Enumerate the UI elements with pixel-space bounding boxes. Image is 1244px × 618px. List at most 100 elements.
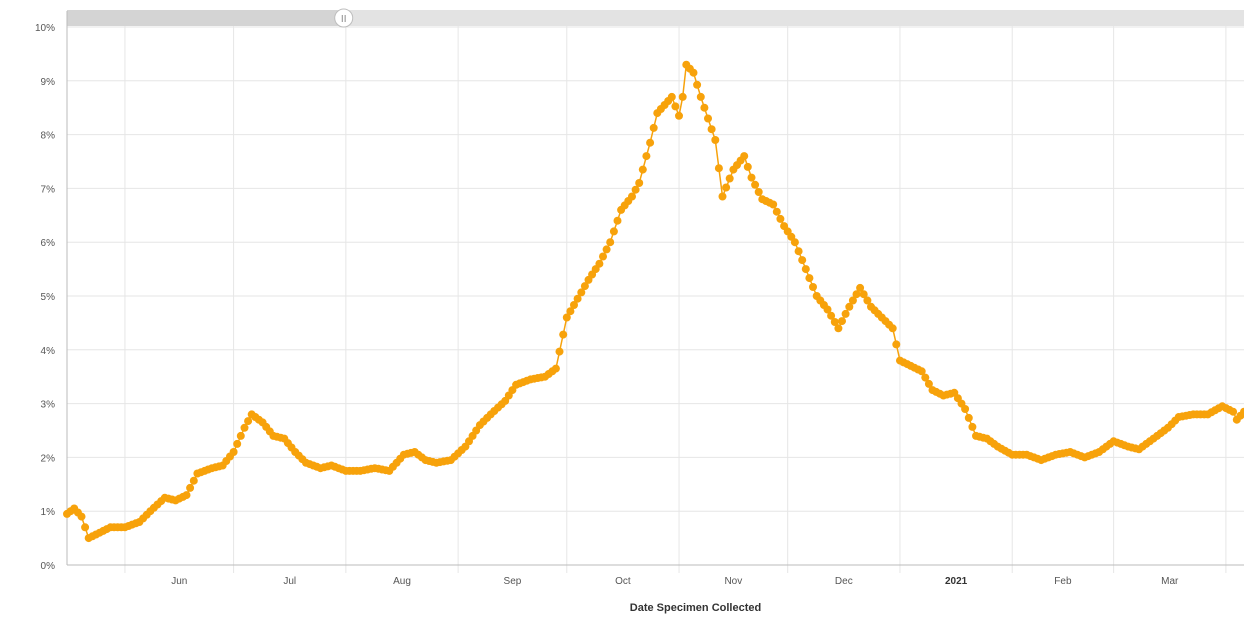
scrollbar-thumb[interactable] (67, 10, 338, 26)
data-point (772, 207, 781, 216)
data-point (859, 290, 868, 299)
data-point (751, 180, 760, 189)
data-point (551, 364, 560, 373)
data-point (240, 423, 249, 432)
data-point (769, 200, 778, 209)
y-tick-label: 4% (41, 346, 56, 357)
data-point (794, 247, 803, 256)
data-point (711, 136, 720, 144)
data-point (638, 165, 647, 174)
data-point (675, 111, 683, 120)
data-point (233, 439, 242, 448)
x-tick-label: Oct (615, 576, 631, 587)
data-point (81, 523, 90, 532)
data-point (961, 405, 970, 413)
data-point (968, 422, 977, 431)
series-line (66, 62, 1244, 540)
data-point (229, 448, 238, 456)
y-tick-label: 3% (41, 400, 56, 411)
data-point (595, 259, 604, 268)
data-point (892, 340, 901, 349)
data-point (838, 317, 846, 326)
data-point (570, 301, 578, 309)
data-point (841, 309, 850, 318)
x-tick-label: Jun (171, 576, 187, 587)
x-tick-label: Aug (393, 576, 411, 587)
data-point (667, 92, 676, 101)
series-positivity (63, 60, 1244, 543)
scrollbar-handle[interactable]: II (334, 8, 354, 28)
data-point (798, 256, 807, 265)
y-tick-label: 1% (41, 507, 56, 518)
data-point (689, 68, 698, 77)
data-point (743, 162, 752, 171)
data-point (635, 179, 644, 187)
data-point (599, 252, 607, 261)
data-point (917, 367, 926, 376)
data-point (852, 290, 861, 299)
data-point (747, 173, 756, 182)
data-point (924, 379, 933, 388)
data-point (801, 265, 810, 274)
data-point (642, 152, 651, 161)
data-point (646, 138, 655, 147)
data-point (77, 512, 86, 521)
navigator-scrollbar[interactable]: II (67, 8, 1244, 28)
data-point (559, 330, 568, 339)
data-point (700, 103, 709, 112)
y-tick-label: 6% (41, 238, 56, 249)
data-point (696, 92, 705, 101)
data-point (790, 238, 799, 247)
grip-icon[interactable] (334, 8, 354, 28)
data-point (649, 123, 658, 132)
x-tick-label: Nov (724, 576, 742, 587)
data-point (613, 216, 622, 225)
data-point (671, 102, 680, 111)
data-point (628, 192, 636, 201)
data-point (834, 324, 843, 333)
grip-glyph: II (341, 14, 347, 25)
y-tick-label: 5% (41, 292, 56, 303)
data-point (856, 283, 865, 292)
y-tick-label: 7% (41, 184, 56, 195)
data-point (189, 476, 198, 485)
data-point (863, 296, 872, 305)
data-point (776, 214, 785, 223)
data-point (725, 174, 734, 183)
data-point (848, 296, 857, 305)
data-point (562, 313, 571, 322)
grid-lines (67, 11, 1244, 573)
data-point (809, 283, 817, 291)
scrollbar-track[interactable] (67, 10, 1244, 26)
data-point (714, 164, 723, 173)
data-point (1240, 407, 1244, 416)
data-point (718, 192, 727, 201)
data-point (827, 311, 836, 320)
data-point (566, 307, 575, 316)
data-point (845, 302, 854, 311)
data-point (823, 305, 832, 314)
y-axis: 0% 1% 2% 3% 4% 5% 6% 7% 8% 9% 10% (35, 11, 68, 572)
data-point (236, 431, 245, 440)
data-point (722, 183, 731, 192)
data-point (678, 92, 687, 101)
data-point (805, 274, 814, 283)
data-point (1229, 407, 1238, 416)
y-tick-label: 0% (41, 561, 56, 572)
data-point (631, 185, 640, 194)
data-point (609, 227, 618, 236)
data-point (182, 491, 191, 500)
data-point (693, 80, 702, 89)
data-point (244, 417, 253, 426)
data-point (573, 294, 582, 303)
data-point (921, 373, 930, 382)
y-tick-label: 9% (41, 77, 56, 88)
y-tick-label: 10% (35, 23, 55, 34)
data-point (888, 324, 897, 333)
x-tick-label: Feb (1054, 576, 1072, 587)
data-point (555, 347, 564, 356)
data-point (707, 125, 716, 134)
data-point (186, 483, 195, 492)
